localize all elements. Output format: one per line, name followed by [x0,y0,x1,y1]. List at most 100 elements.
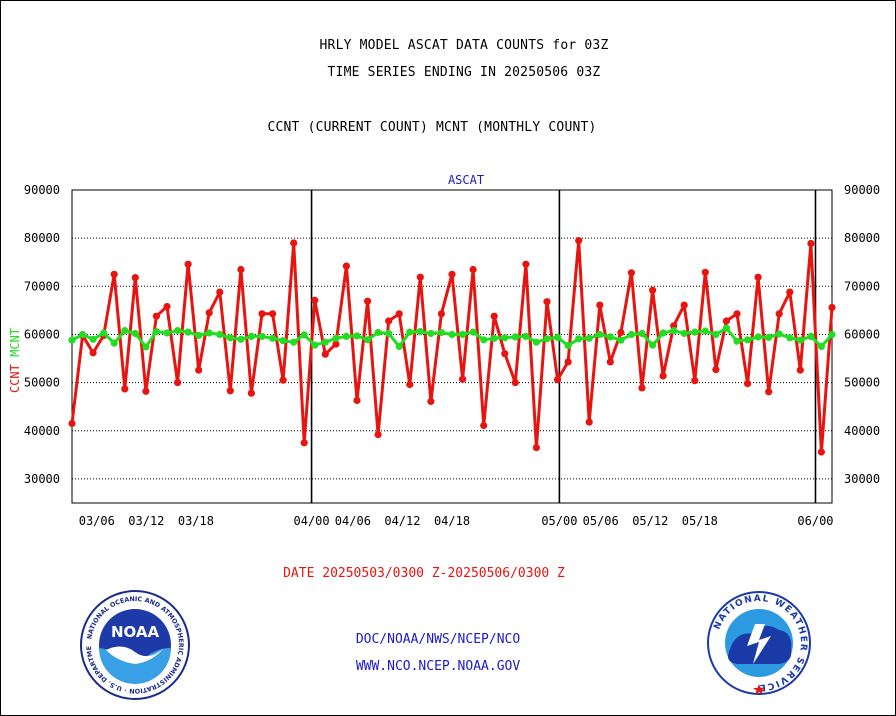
time-series-chart: 30000 40000 50000 60000 70000 80000 90000 3000… [8,173,880,528]
y-axis-label-mcnt: MCNT [8,328,22,364]
data-point-mcnt [321,338,329,346]
data-point-mcnt [427,329,435,338]
data-point-mcnt [522,332,530,340]
data-point-mcnt [163,329,171,337]
right-y-tick-labels: 30000 40000 50000 60000 70000 80000 90000 [844,183,880,486]
data-point-ccnt [321,350,329,358]
data-point-mcnt [89,335,97,343]
data-point-mcnt [216,330,224,339]
data-point-mcnt [585,334,593,342]
y-tick-label-left: 70000 [24,279,60,293]
data-point-ccnt [427,397,435,405]
chart-subtitle: TIME SERIES ENDING IN 20250506 03Z [327,65,601,80]
data-point-ccnt [828,303,836,312]
panel-label: ASCAT [448,173,484,187]
data-point-ccnt [300,439,308,447]
data-point-ccnt [786,288,794,296]
data-point-ccnt [131,274,139,282]
data-point-ccnt [216,288,224,296]
data-point-mcnt [659,329,667,337]
data-point-mcnt [701,327,709,335]
data-point-mcnt [765,333,773,341]
data-point-ccnt [448,270,456,278]
y-tick-label-right: 60000 [844,327,880,341]
data-point-mcnt [385,329,393,338]
data-point-mcnt [775,330,783,338]
data-point-ccnt [142,387,150,395]
data-point-mcnt [807,332,815,340]
data-point-mcnt [237,335,245,343]
data-point-ccnt [575,237,583,245]
data-point-mcnt [279,337,287,345]
x-tick-label: 04/12 [384,514,420,528]
x-tick-label: 05/06 [583,514,619,528]
data-point-ccnt [121,385,129,393]
data-point-ccnt [205,309,213,317]
data-point-ccnt [754,273,762,281]
data-point-mcnt [532,338,541,346]
data-point-ccnt [395,310,403,318]
data-point-mcnt [68,336,76,344]
data-point-mcnt [374,328,382,337]
data-point-mcnt [416,328,424,336]
y-tick-label-left: 50000 [24,376,60,390]
noaa-logo-text: NOAA [111,623,160,641]
data-point-mcnt [226,334,234,342]
data-point-ccnt [722,317,731,325]
data-point-ccnt [332,340,340,348]
data-point-ccnt [775,310,783,318]
data-point-mcnt [364,336,372,344]
data-point-mcnt [680,329,688,338]
data-point-ccnt [606,358,614,366]
data-point-mcnt [290,338,298,346]
data-point-ccnt [311,296,319,304]
data-point-mcnt [722,324,731,332]
y-tick-label-left: 60000 [24,327,60,341]
data-point-mcnt [627,330,636,339]
data-point-ccnt [279,376,287,384]
data-point-ccnt [110,270,118,278]
data-point-ccnt [247,389,255,397]
data-point-mcnt [184,328,192,336]
data-point-ccnt [701,268,709,276]
data-point-ccnt [174,379,182,387]
data-point-mcnt [100,329,108,337]
data-point-mcnt [606,333,614,341]
data-point-ccnt [226,387,234,395]
data-point-mcnt [353,332,361,340]
data-point-mcnt [437,328,445,337]
data-point-ccnt [195,366,203,374]
data-point-ccnt [374,431,382,439]
data-point-mcnt [480,336,488,344]
x-tick-label: 03/12 [128,514,164,528]
data-point-ccnt [585,418,593,426]
data-point-ccnt [269,310,277,318]
data-point-mcnt [712,330,720,339]
data-point-mcnt [300,331,308,339]
data-point-ccnt [649,286,657,294]
data-point-mcnt [332,334,340,342]
x-tick-label: 06/00 [797,514,833,528]
data-point-mcnt [543,335,551,343]
data-point-mcnt [744,336,752,344]
data-point-mcnt [596,330,604,339]
data-point-mcnt [406,328,414,336]
data-point-mcnt [817,342,826,351]
data-point-mcnt [121,327,129,335]
date-range: DATE 20250503/0300 Z-20250506/0300 Z [283,566,565,581]
nws-logo: NATIONAL WEATHER SERVICE [707,591,811,695]
y-tick-label-right: 50000 [844,376,880,390]
data-point-ccnt [364,297,372,305]
data-point-ccnt [691,377,699,385]
data-point-mcnt [195,331,203,339]
data-point-ccnt [807,239,815,248]
data-point-mcnt [247,332,255,340]
noaa-logo: NOAA NATIONAL OCEANIC AND ATMOSPHERIC AD… [80,590,190,700]
data-point-mcnt [469,328,477,336]
left-y-tick-labels: 30000 40000 50000 60000 70000 80000 90000 [24,183,60,486]
data-point-mcnt [448,330,456,339]
data-point-ccnt [459,375,467,383]
data-point-ccnt [437,310,445,318]
data-point-ccnt [406,380,414,389]
data-point-mcnt [828,330,836,339]
